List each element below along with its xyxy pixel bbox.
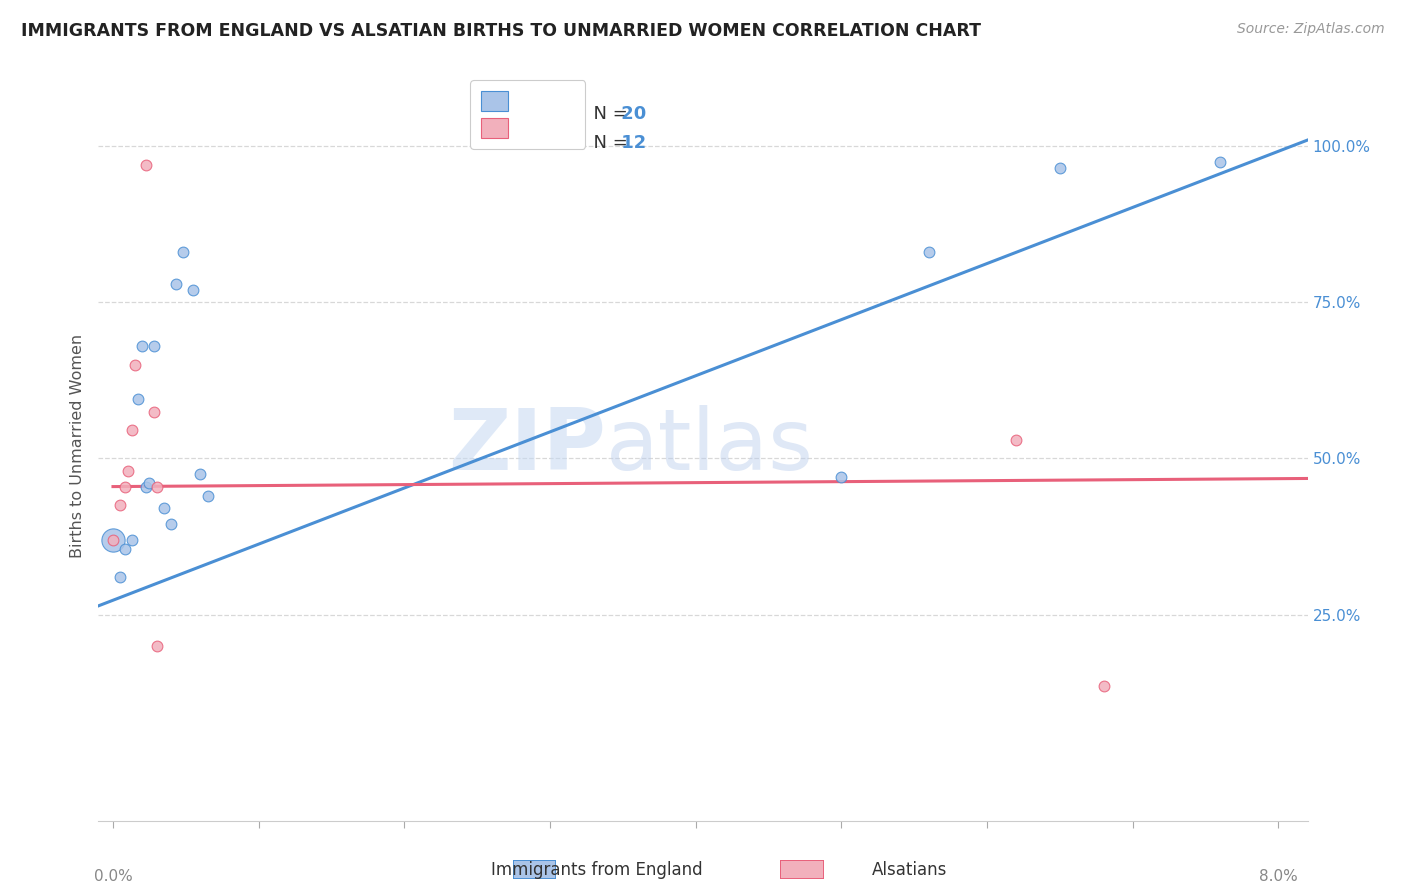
Point — [190, 467, 212, 482]
Point — [160, 517, 183, 532]
Text: IMMIGRANTS FROM ENGLAND VS ALSATIAN BIRTHS TO UNMARRIED WOMEN CORRELATION CHART: IMMIGRANTS FROM ENGLAND VS ALSATIAN BIRT… — [21, 22, 981, 40]
Point — [135, 480, 157, 494]
Point — [101, 533, 124, 547]
Point — [110, 570, 132, 584]
Text: R =: R = — [492, 105, 530, 123]
Point — [114, 480, 136, 494]
Point — [145, 639, 167, 653]
Point — [1209, 155, 1232, 169]
Point — [121, 424, 143, 438]
Point — [131, 339, 153, 353]
Text: Immigrants from England: Immigrants from England — [491, 861, 703, 879]
Text: ZIP: ZIP — [449, 404, 606, 488]
Text: 0.007: 0.007 — [519, 134, 582, 152]
Text: 8.0%: 8.0% — [1258, 870, 1298, 884]
Point — [145, 480, 167, 494]
Point — [165, 277, 187, 291]
Point — [1092, 680, 1115, 694]
Point — [114, 542, 136, 557]
Point — [138, 476, 160, 491]
Text: Alsatians: Alsatians — [872, 861, 948, 879]
Point — [918, 245, 941, 260]
Text: N =: N = — [582, 105, 634, 123]
Text: 0.0%: 0.0% — [94, 870, 132, 884]
Point — [181, 283, 204, 297]
Legend:           ,           : , — [470, 80, 585, 149]
Point — [1005, 433, 1028, 447]
Y-axis label: Births to Unmarried Women: Births to Unmarried Women — [69, 334, 84, 558]
Point — [127, 392, 149, 407]
Text: Source: ZipAtlas.com: Source: ZipAtlas.com — [1237, 22, 1385, 37]
Point — [830, 470, 852, 484]
Text: 20: 20 — [614, 105, 645, 123]
Point — [197, 489, 219, 503]
Point — [142, 405, 165, 419]
Point — [153, 501, 176, 516]
Point — [135, 158, 157, 172]
Point — [1049, 161, 1071, 176]
Point — [110, 498, 132, 512]
Text: 12: 12 — [614, 134, 645, 152]
Point — [124, 358, 146, 372]
Point — [101, 533, 124, 547]
Text: 0.818: 0.818 — [519, 105, 582, 123]
Text: N =: N = — [582, 134, 634, 152]
Point — [117, 464, 139, 478]
Point — [121, 533, 143, 547]
Point — [142, 339, 165, 353]
Text: R =: R = — [492, 134, 530, 152]
Text: atlas: atlas — [606, 404, 814, 488]
Point — [172, 245, 194, 260]
